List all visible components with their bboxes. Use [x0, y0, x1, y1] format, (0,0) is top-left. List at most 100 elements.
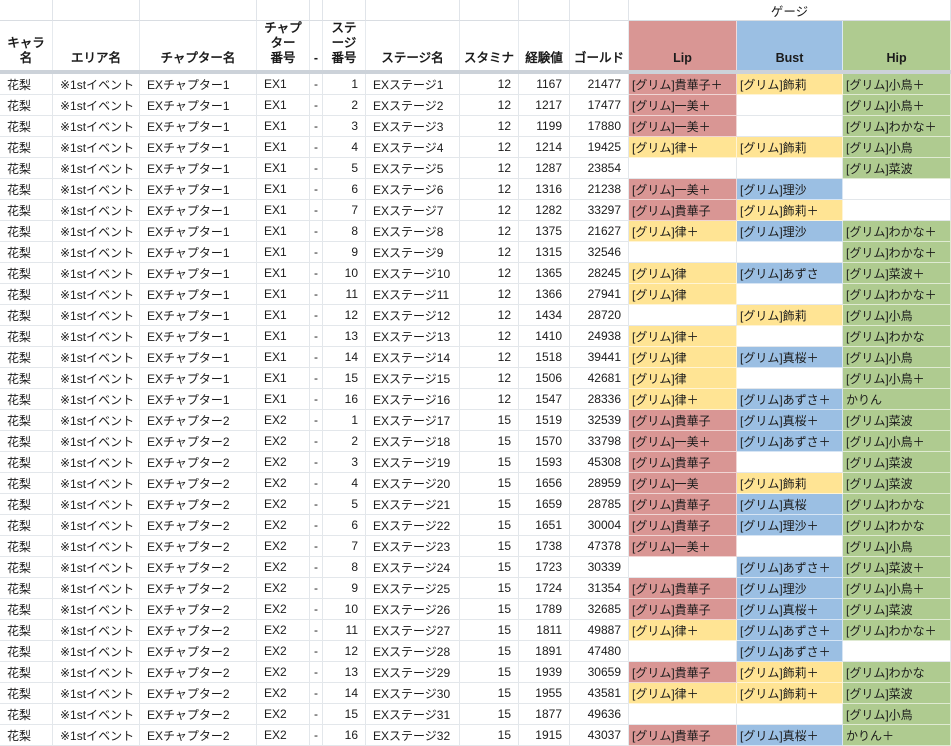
cell-stage[interactable]: EXステージ18 — [366, 431, 460, 452]
cell-chara[interactable]: 花梨 — [0, 347, 53, 368]
cell-hip-gauge[interactable]: [グリム]小鳥＋ — [843, 95, 951, 116]
cell-stage[interactable]: EXステージ8 — [366, 221, 460, 242]
blank-cell[interactable] — [366, 0, 460, 21]
cell-hip-gauge[interactable]: [グリム]小鳥 — [843, 536, 951, 557]
cell-area[interactable]: ※1stイベント — [53, 536, 140, 557]
cell-stage-no[interactable]: 6 — [323, 179, 366, 200]
cell-lip-gauge[interactable]: [グリム]貴華子 — [629, 200, 737, 221]
cell-exp[interactable]: 1659 — [519, 494, 570, 515]
cell-stamina[interactable]: 12 — [460, 179, 519, 200]
cell-chapter-no[interactable]: EX1 — [257, 116, 310, 137]
cell-bust-gauge[interactable]: [グリム]飾莉 — [737, 473, 843, 494]
cell-stamina[interactable]: 15 — [460, 620, 519, 641]
cell-lip-gauge[interactable]: [グリム]貴華子 — [629, 578, 737, 599]
cell-hip-gauge[interactable]: [グリム]小鳥＋ — [843, 368, 951, 389]
cell-hip-gauge[interactable] — [843, 200, 951, 221]
cell-chapter-no[interactable]: EX2 — [257, 683, 310, 704]
cell-chara[interactable]: 花梨 — [0, 557, 53, 578]
cell-chapter[interactable]: EXチャプター2 — [140, 683, 257, 704]
cell-bust-gauge[interactable]: [グリム]飾莉 — [737, 305, 843, 326]
cell-hip-gauge[interactable]: [グリム]小鳥 — [843, 704, 951, 725]
cell-stamina[interactable]: 12 — [460, 389, 519, 410]
cell-dash[interactable]: - — [310, 116, 323, 137]
cell-area[interactable]: ※1stイベント — [53, 116, 140, 137]
cell-hip-gauge[interactable]: [グリム]菜波 — [843, 683, 951, 704]
cell-area[interactable]: ※1stイベント — [53, 431, 140, 452]
cell-stage[interactable]: EXステージ7 — [366, 200, 460, 221]
cell-chapter-no[interactable]: EX2 — [257, 536, 310, 557]
cell-lip-gauge[interactable]: [グリム]律 — [629, 263, 737, 284]
cell-stage-no[interactable]: 10 — [323, 263, 366, 284]
cell-stage[interactable]: EXステージ30 — [366, 683, 460, 704]
cell-stage[interactable]: EXステージ29 — [366, 662, 460, 683]
cell-chara[interactable]: 花梨 — [0, 389, 53, 410]
cell-dash[interactable]: - — [310, 263, 323, 284]
cell-chara[interactable]: 花梨 — [0, 137, 53, 158]
cell-chapter[interactable]: EXチャプター2 — [140, 452, 257, 473]
cell-dash[interactable]: - — [310, 326, 323, 347]
cell-chapter[interactable]: EXチャプター1 — [140, 242, 257, 263]
cell-stage[interactable]: EXステージ27 — [366, 620, 460, 641]
cell-bust-gauge[interactable]: [グリム]理沙＋ — [737, 515, 843, 536]
header-lip[interactable]: Lip — [629, 21, 737, 70]
cell-lip-gauge[interactable]: [グリム]一美＋ — [629, 116, 737, 137]
cell-area[interactable]: ※1stイベント — [53, 305, 140, 326]
cell-chara[interactable]: 花梨 — [0, 662, 53, 683]
cell-dash[interactable]: - — [310, 683, 323, 704]
cell-chapter-no[interactable]: EX1 — [257, 179, 310, 200]
header-exp[interactable]: 経験値 — [519, 21, 570, 70]
cell-bust-gauge[interactable] — [737, 95, 843, 116]
cell-area[interactable]: ※1stイベント — [53, 137, 140, 158]
cell-bust-gauge[interactable]: [グリム]理沙 — [737, 578, 843, 599]
cell-exp[interactable]: 1738 — [519, 536, 570, 557]
cell-stage[interactable]: EXステージ3 — [366, 116, 460, 137]
cell-exp[interactable]: 1410 — [519, 326, 570, 347]
cell-hip-gauge[interactable]: [グリム]小鳥 — [843, 347, 951, 368]
header-stage-no[interactable]: ステージ 番号 — [323, 21, 366, 70]
cell-gold[interactable]: 28245 — [570, 263, 629, 284]
cell-exp[interactable]: 1506 — [519, 368, 570, 389]
cell-chapter-no[interactable]: EX2 — [257, 662, 310, 683]
cell-exp[interactable]: 1877 — [519, 704, 570, 725]
header-stamina[interactable]: スタミナ — [460, 21, 519, 70]
cell-stamina[interactable]: 12 — [460, 242, 519, 263]
cell-chapter-no[interactable]: EX1 — [257, 137, 310, 158]
cell-exp[interactable]: 1891 — [519, 641, 570, 662]
cell-area[interactable]: ※1stイベント — [53, 599, 140, 620]
cell-chapter-no[interactable]: EX2 — [257, 620, 310, 641]
cell-hip-gauge[interactable]: [グリム]菜波＋ — [843, 263, 951, 284]
cell-hip-gauge[interactable]: [グリム]小鳥＋ — [843, 431, 951, 452]
cell-stage-no[interactable]: 3 — [323, 116, 366, 137]
cell-gold[interactable]: 33297 — [570, 200, 629, 221]
cell-chapter[interactable]: EXチャプター2 — [140, 704, 257, 725]
cell-stage-no[interactable]: 14 — [323, 683, 366, 704]
cell-gold[interactable]: 24938 — [570, 326, 629, 347]
cell-stage-no[interactable]: 10 — [323, 599, 366, 620]
cell-dash[interactable]: - — [310, 599, 323, 620]
cell-exp[interactable]: 1167 — [519, 74, 570, 95]
cell-hip-gauge[interactable]: [グリム]わかな＋ — [843, 620, 951, 641]
cell-stage-no[interactable]: 14 — [323, 347, 366, 368]
cell-chapter[interactable]: EXチャプター2 — [140, 431, 257, 452]
cell-gold[interactable]: 28785 — [570, 494, 629, 515]
cell-dash[interactable]: - — [310, 137, 323, 158]
cell-stamina[interactable]: 15 — [460, 431, 519, 452]
cell-hip-gauge[interactable]: [グリム]小鳥＋ — [843, 74, 951, 95]
cell-area[interactable]: ※1stイベント — [53, 641, 140, 662]
cell-stage-no[interactable]: 16 — [323, 389, 366, 410]
cell-chapter-no[interactable]: EX1 — [257, 263, 310, 284]
cell-chapter-no[interactable]: EX2 — [257, 557, 310, 578]
cell-exp[interactable]: 1939 — [519, 662, 570, 683]
cell-lip-gauge[interactable]: [グリム]一美 — [629, 473, 737, 494]
blank-cell[interactable] — [460, 0, 519, 21]
cell-exp[interactable]: 1217 — [519, 95, 570, 116]
cell-bust-gauge[interactable]: [グリム]あずさ＋ — [737, 557, 843, 578]
cell-area[interactable]: ※1stイベント — [53, 284, 140, 305]
cell-dash[interactable]: - — [310, 494, 323, 515]
cell-stage-no[interactable]: 6 — [323, 515, 366, 536]
cell-stage[interactable]: EXステージ12 — [366, 305, 460, 326]
cell-chapter-no[interactable]: EX1 — [257, 326, 310, 347]
gauge-group-header[interactable]: ゲージ — [629, 0, 951, 21]
header-chapter[interactable]: チャプター名 — [140, 21, 257, 70]
cell-hip-gauge[interactable]: [グリム]わかな — [843, 662, 951, 683]
